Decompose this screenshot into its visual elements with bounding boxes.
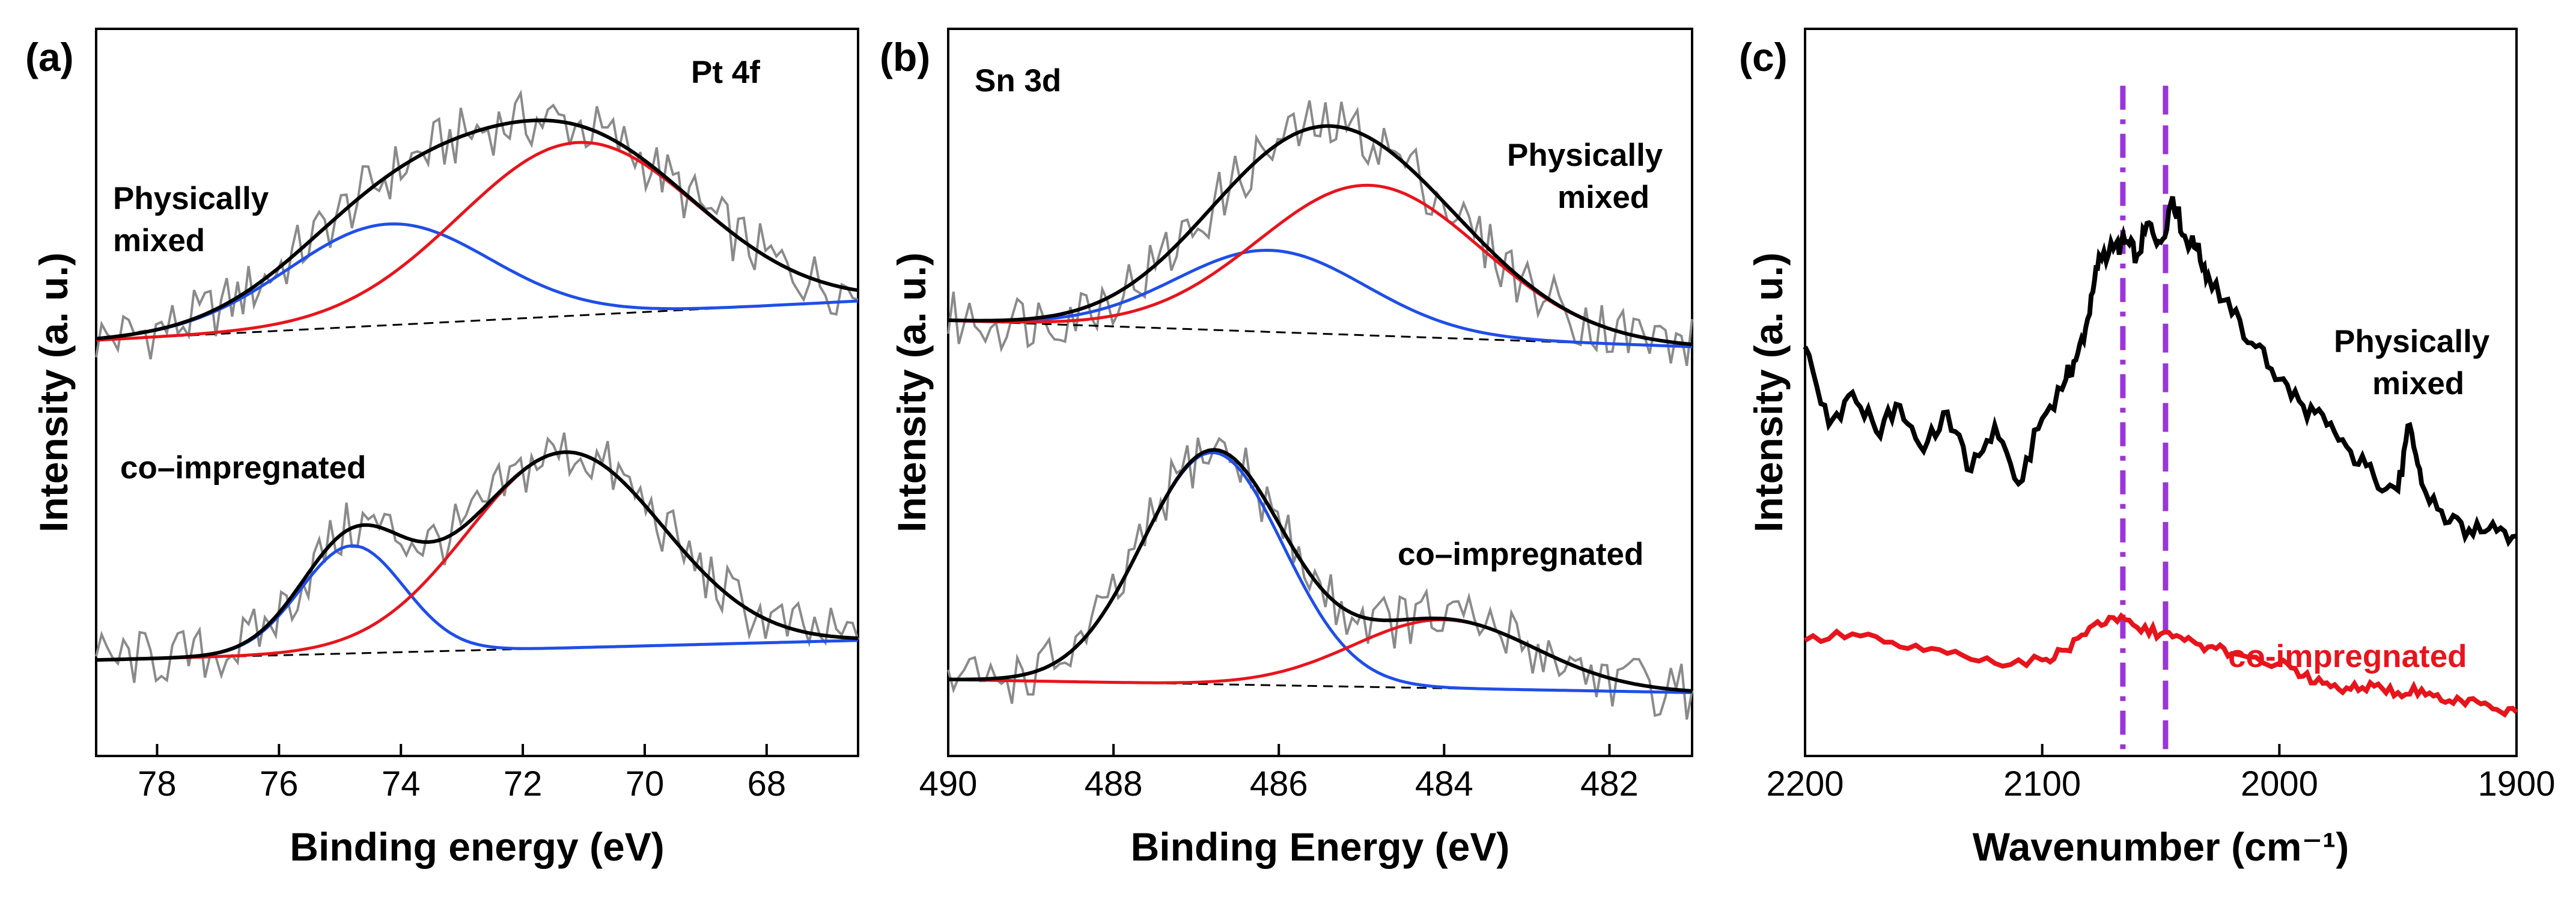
- panel-a-x-axis-label: Binding energy (eV): [290, 824, 664, 869]
- panel-a: 78 76 74 72 70 68 (a) Pt 4f Physically mixed …: [25, 28, 859, 869]
- panel-c: 2200 2100 2000 1900 (c) Physically mixed co…: [1739, 28, 2556, 869]
- panel-c-annotation-physically: Physically: [2334, 324, 2490, 359]
- panel-b-co-impregnated-raw-line: [947, 436, 1693, 720]
- panel-b-label: (b): [880, 35, 930, 79]
- panel-a-annotation-physically: Physically: [113, 181, 269, 216]
- panel-c-annotation-mixed: mixed: [2372, 366, 2464, 401]
- panel-c-x-axis-label: Wavenumber (cm⁻¹): [1973, 824, 2349, 869]
- panel-a-annotation-co-impregnated: co–impregnated: [120, 450, 366, 486]
- panel-b-x-tick-label: 482: [1580, 764, 1639, 803]
- panel-b-annotation-mixed: mixed: [1557, 180, 1649, 215]
- panel-a-annotation-mixed: mixed: [113, 223, 205, 258]
- panel-a-x-tick-label: 68: [748, 764, 787, 803]
- panel-c-y-axis-label: Intensity (a. u.): [1746, 252, 1791, 532]
- panel-c-x-tick-label: 1900: [2477, 764, 2555, 803]
- panel-a-plot-area: [95, 89, 859, 683]
- panel-b-x-tick-label: 490: [919, 764, 978, 803]
- panel-a-label: (a): [25, 35, 74, 79]
- panel-c-x-tick-label: 2000: [2241, 764, 2318, 803]
- panel-b-physically-mixed-blue-peak: [948, 248, 1693, 349]
- panel-a-x-tick-label: 76: [260, 764, 299, 803]
- panel-c-x-ticks: 2200 2100 2000 1900: [1766, 744, 2556, 803]
- panel-c-plot-area: [1803, 85, 2518, 756]
- panel-b-x-ticks: 490 488 486 484 482: [919, 744, 1639, 803]
- panel-a-physically-mixed-baseline: [96, 300, 859, 341]
- panel-b-co-impregnated-envelope: [948, 448, 1693, 693]
- panel-a-physically-mixed-envelope: [96, 118, 859, 341]
- panel-b-x-axis-label: Binding Energy (eV): [1131, 824, 1510, 869]
- panel-c-series-physically-mixed: [1803, 196, 2517, 547]
- panel-a-co-impregnated-raw-line: [95, 432, 859, 683]
- panel-b-y-axis-label: Intensity (a. u.): [889, 252, 934, 532]
- panel-a-x-tick-label: 78: [138, 764, 177, 803]
- panel-b-annotation-co-impregnated: co–impregnated: [1398, 537, 1643, 572]
- panel-b-plot-area: [947, 100, 1693, 720]
- panel-a-y-axis-label: Intensity (a. u.): [31, 252, 76, 532]
- panel-b-x-tick-label: 484: [1415, 764, 1473, 803]
- panel-c-label: (c): [1739, 35, 1788, 79]
- panel-b-x-tick-label: 486: [1250, 764, 1308, 803]
- panel-a-frame: [95, 28, 859, 757]
- panel-a-x-ticks: 78 76 74 72 70 68: [138, 744, 786, 803]
- panel-b-physically-mixed-envelope: [948, 124, 1693, 347]
- panel-c-annotation-co-impregnated: co-impregnated: [2228, 639, 2467, 674]
- panel-b-co-impregnated-red-peak: [948, 618, 1693, 693]
- panel-a-x-tick-label: 74: [382, 764, 421, 803]
- panel-b-title: Sn 3d: [975, 63, 1061, 99]
- panel-b: 490 488 486 484 482 (b) Sn 3d Physically mix…: [880, 28, 1693, 869]
- panel-a-x-tick-label: 72: [504, 764, 543, 803]
- panel-a-title: Pt 4f: [691, 55, 760, 90]
- panel-c-x-tick-label: 2200: [1766, 764, 1844, 803]
- panel-c-series-co-impregnated: [1803, 612, 2518, 718]
- panel-a-x-tick-label: 70: [626, 764, 665, 803]
- panel-a-co-impregnated-envelope: [96, 450, 859, 662]
- panel-c-frame: [1804, 28, 2518, 757]
- panel-a-physically-mixed-raw-line: [95, 89, 859, 360]
- panel-c-x-tick-label: 2100: [2003, 764, 2081, 803]
- panel-b-annotation-physically: Physically: [1507, 138, 1663, 173]
- panel-b-frame: [947, 28, 1693, 757]
- panel-b-x-tick-label: 488: [1085, 764, 1143, 803]
- panel-b-co-impregnated-blue-peak: [948, 451, 1693, 695]
